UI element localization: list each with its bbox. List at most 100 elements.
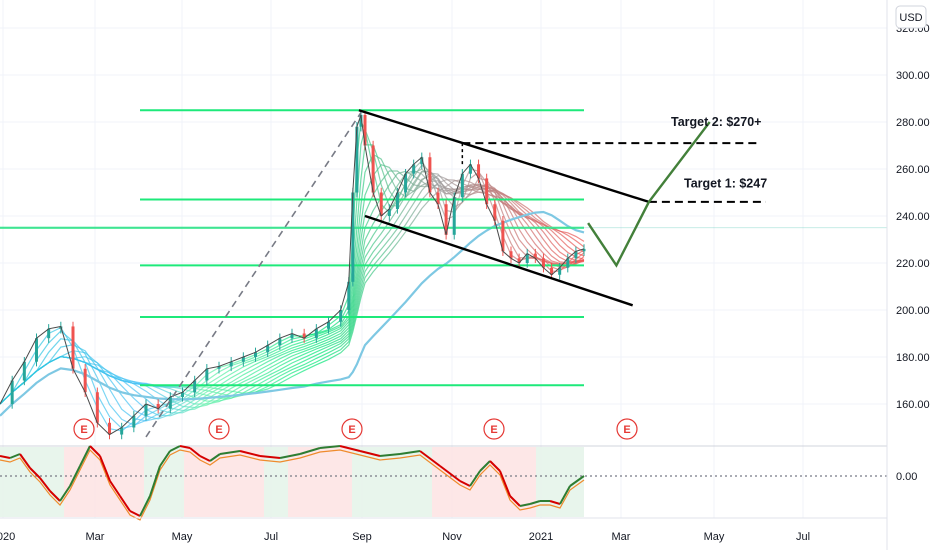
indicator-stripe [576, 447, 584, 517]
candle-body [566, 258, 570, 268]
indicator-stripe [16, 447, 24, 517]
indicator-main-segment [9, 453, 21, 459]
indicator-stripe [56, 447, 64, 517]
indicator-stripe [128, 447, 136, 517]
indicator-stripe [248, 447, 256, 517]
indicator-stripe [144, 447, 152, 517]
currency-button[interactable]: USD [895, 5, 927, 29]
indicator-stripe [224, 447, 232, 517]
earnings-label: E [348, 424, 355, 436]
candle-body [217, 366, 221, 369]
indicator-stripe [552, 447, 560, 517]
earnings-badge [208, 418, 230, 440]
candle-body [47, 328, 51, 339]
grid [0, 0, 887, 518]
price-tick-label: 220.00 [896, 258, 930, 270]
price-tick-label: 180.00 [896, 352, 930, 364]
indicator-stripe [528, 447, 536, 517]
indicator-main-segment [469, 470, 481, 487]
candle-body [290, 333, 294, 339]
indicator-main-segment [519, 503, 531, 507]
candle-body [278, 338, 282, 346]
channel-upper-line [358, 109, 650, 204]
indicator-stripe [176, 447, 184, 517]
indicator-stripe [544, 447, 552, 517]
earnings-marker[interactable]: E [208, 418, 230, 440]
indicator-main-segment [0, 455, 11, 459]
candle-body [193, 380, 197, 393]
descending-channel [358, 109, 650, 307]
time-tick-label: 2020 [0, 531, 15, 543]
trend-dashed-line [145, 112, 362, 438]
indicator-main-segment [359, 450, 381, 457]
earnings-badge [341, 418, 363, 440]
indicator-signal-line [0, 448, 585, 521]
ribbon-line [0, 163, 585, 420]
indicator-stripe [256, 447, 264, 517]
candle-body [412, 164, 416, 174]
indicator-stripe [288, 447, 296, 517]
earnings-badge [483, 418, 505, 440]
indicator-main-segment [29, 467, 41, 479]
candle-body [468, 164, 472, 174]
price-tick-label: 200.00 [896, 305, 930, 317]
earnings-marker[interactable]: E [483, 418, 505, 440]
indicator-main-segment [529, 500, 541, 505]
indicator-stripe [432, 447, 440, 517]
earnings-badge [616, 418, 638, 440]
indicator-stripe [344, 447, 352, 517]
candle-body [95, 392, 99, 423]
indicator-stripe [72, 447, 80, 517]
price-tick-label: 280.00 [896, 117, 930, 129]
indicator-main-segment [439, 465, 461, 482]
indicator-main-segment [19, 453, 31, 469]
candle-body [71, 326, 75, 369]
indicator-main-segment [119, 495, 131, 512]
indicator-main-segment [239, 450, 261, 457]
target-1-label: Target 1: $247 [684, 177, 767, 191]
time-tick-label: Mar [612, 531, 631, 543]
indicator-stripe [192, 447, 200, 517]
earnings-label: E [490, 424, 497, 436]
indicator-stripe [392, 447, 400, 517]
indicator-main-segment [79, 445, 91, 467]
indicator-stripe [496, 447, 504, 517]
candle-body [327, 321, 330, 329]
indicator-stripe [488, 447, 496, 517]
candle-body [460, 173, 464, 198]
indicator-stripe [520, 447, 528, 517]
candle-body [452, 197, 456, 235]
indicator-stripe [336, 447, 344, 517]
earnings-marker[interactable]: E [341, 418, 363, 440]
indicator-main-segment [199, 455, 211, 462]
earnings-label: E [623, 424, 630, 436]
candle-body [395, 192, 399, 209]
indicator-main-segment [99, 455, 111, 482]
indicator-main-segment [139, 495, 151, 517]
candle-body [574, 251, 578, 259]
indicator-main-segment [259, 455, 281, 459]
time-tick-label: Nov [442, 531, 462, 543]
target-levels [461, 142, 766, 203]
candle-body [485, 178, 489, 205]
indicator-main-segment [549, 500, 561, 505]
candle-body [420, 157, 424, 165]
candle-body [229, 361, 233, 367]
candle-body [444, 204, 448, 235]
earnings-marker[interactable]: E [616, 418, 638, 440]
indicator-main-segment [89, 445, 101, 457]
indicator-stripe [8, 447, 16, 517]
candle-body [10, 380, 14, 404]
indicator-stripe [304, 447, 312, 517]
indicator-stripe [32, 447, 40, 517]
indicator-stripe [0, 447, 8, 517]
indicator-main-segment [299, 447, 321, 455]
vertical-grid [2, 0, 804, 518]
indicator-main-segment [559, 485, 571, 505]
candle-body [339, 310, 343, 322]
earnings-marker[interactable]: E [73, 418, 95, 440]
indicator-stripe [80, 447, 88, 517]
candle-body [254, 352, 257, 357]
